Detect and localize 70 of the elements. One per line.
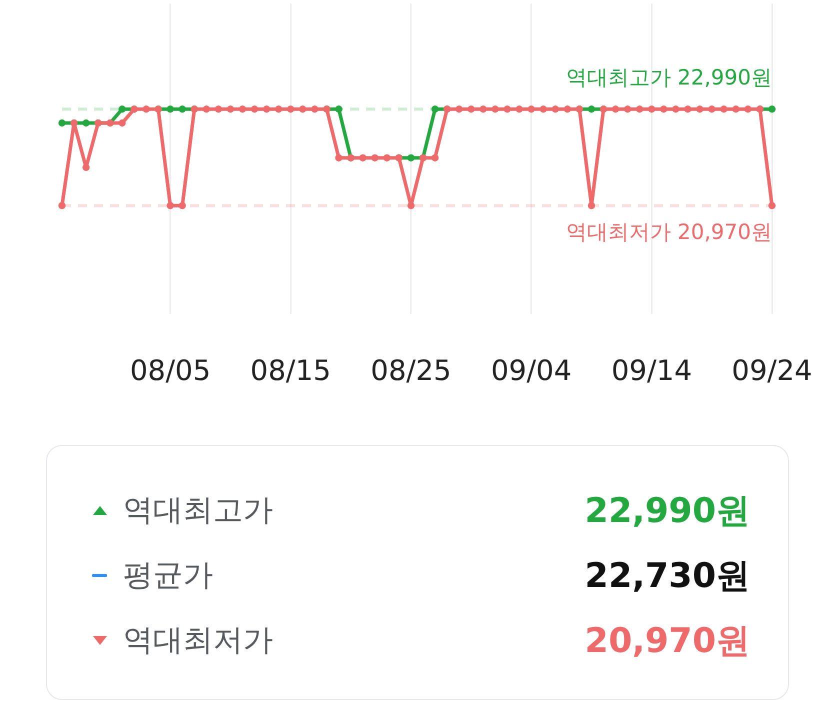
point — [359, 154, 366, 162]
ref-line-label: 역대최고가 22,990원 — [566, 66, 772, 90]
point — [335, 154, 342, 162]
point — [768, 106, 776, 113]
point — [178, 106, 186, 113]
point — [82, 119, 90, 127]
category-label: 역대최고가 — [123, 492, 273, 530]
point — [166, 202, 174, 210]
x-tick-label: 09/04 — [490, 354, 572, 388]
x-tick-label: 08/25 — [370, 354, 452, 388]
x-tick-label: 09/14 — [611, 354, 692, 388]
point — [178, 202, 186, 210]
point — [564, 106, 572, 113]
point — [142, 106, 150, 113]
point — [708, 106, 716, 113]
point — [624, 106, 632, 113]
point — [262, 106, 270, 113]
point — [166, 106, 174, 113]
point — [58, 202, 66, 210]
point — [287, 106, 294, 113]
point — [431, 106, 439, 113]
point — [720, 106, 728, 113]
point — [588, 106, 596, 113]
point — [504, 106, 511, 113]
ref-line-label: 역대최저가 20,970원 — [566, 220, 772, 244]
point — [516, 106, 523, 113]
point — [480, 106, 487, 113]
point — [456, 106, 463, 113]
point — [552, 106, 559, 113]
point — [648, 106, 656, 113]
point — [612, 106, 620, 113]
point — [696, 106, 704, 113]
point — [660, 106, 668, 113]
point — [684, 106, 692, 113]
x-tick-label: 08/05 — [130, 354, 211, 388]
point — [407, 154, 415, 162]
point — [407, 202, 415, 210]
point — [118, 119, 126, 127]
point — [118, 106, 126, 113]
point — [732, 106, 740, 113]
point — [311, 106, 318, 113]
x-tick-label: 08/15 — [250, 354, 331, 388]
point — [238, 106, 246, 113]
point — [226, 106, 234, 113]
point — [250, 106, 258, 113]
point — [492, 106, 499, 113]
point — [275, 106, 282, 113]
category-label: 역대최저가 — [123, 622, 273, 660]
point — [672, 106, 680, 113]
point — [371, 154, 378, 162]
point — [299, 106, 306, 113]
point — [468, 106, 475, 113]
point — [636, 106, 644, 113]
text: 22,730원 — [584, 556, 750, 596]
point — [768, 202, 776, 210]
point — [383, 154, 391, 162]
x-tick-label: 09/24 — [732, 354, 812, 388]
point — [214, 106, 222, 113]
category-label: 평균가 — [123, 557, 213, 595]
point — [588, 202, 596, 210]
text: 20,970원 — [584, 620, 750, 660]
point — [58, 119, 66, 127]
point — [335, 106, 342, 113]
point — [744, 106, 752, 113]
point — [540, 106, 547, 113]
text: 22,990원 — [584, 490, 750, 530]
point — [528, 106, 535, 113]
point — [202, 106, 210, 113]
point — [431, 154, 439, 162]
point — [82, 164, 90, 171]
